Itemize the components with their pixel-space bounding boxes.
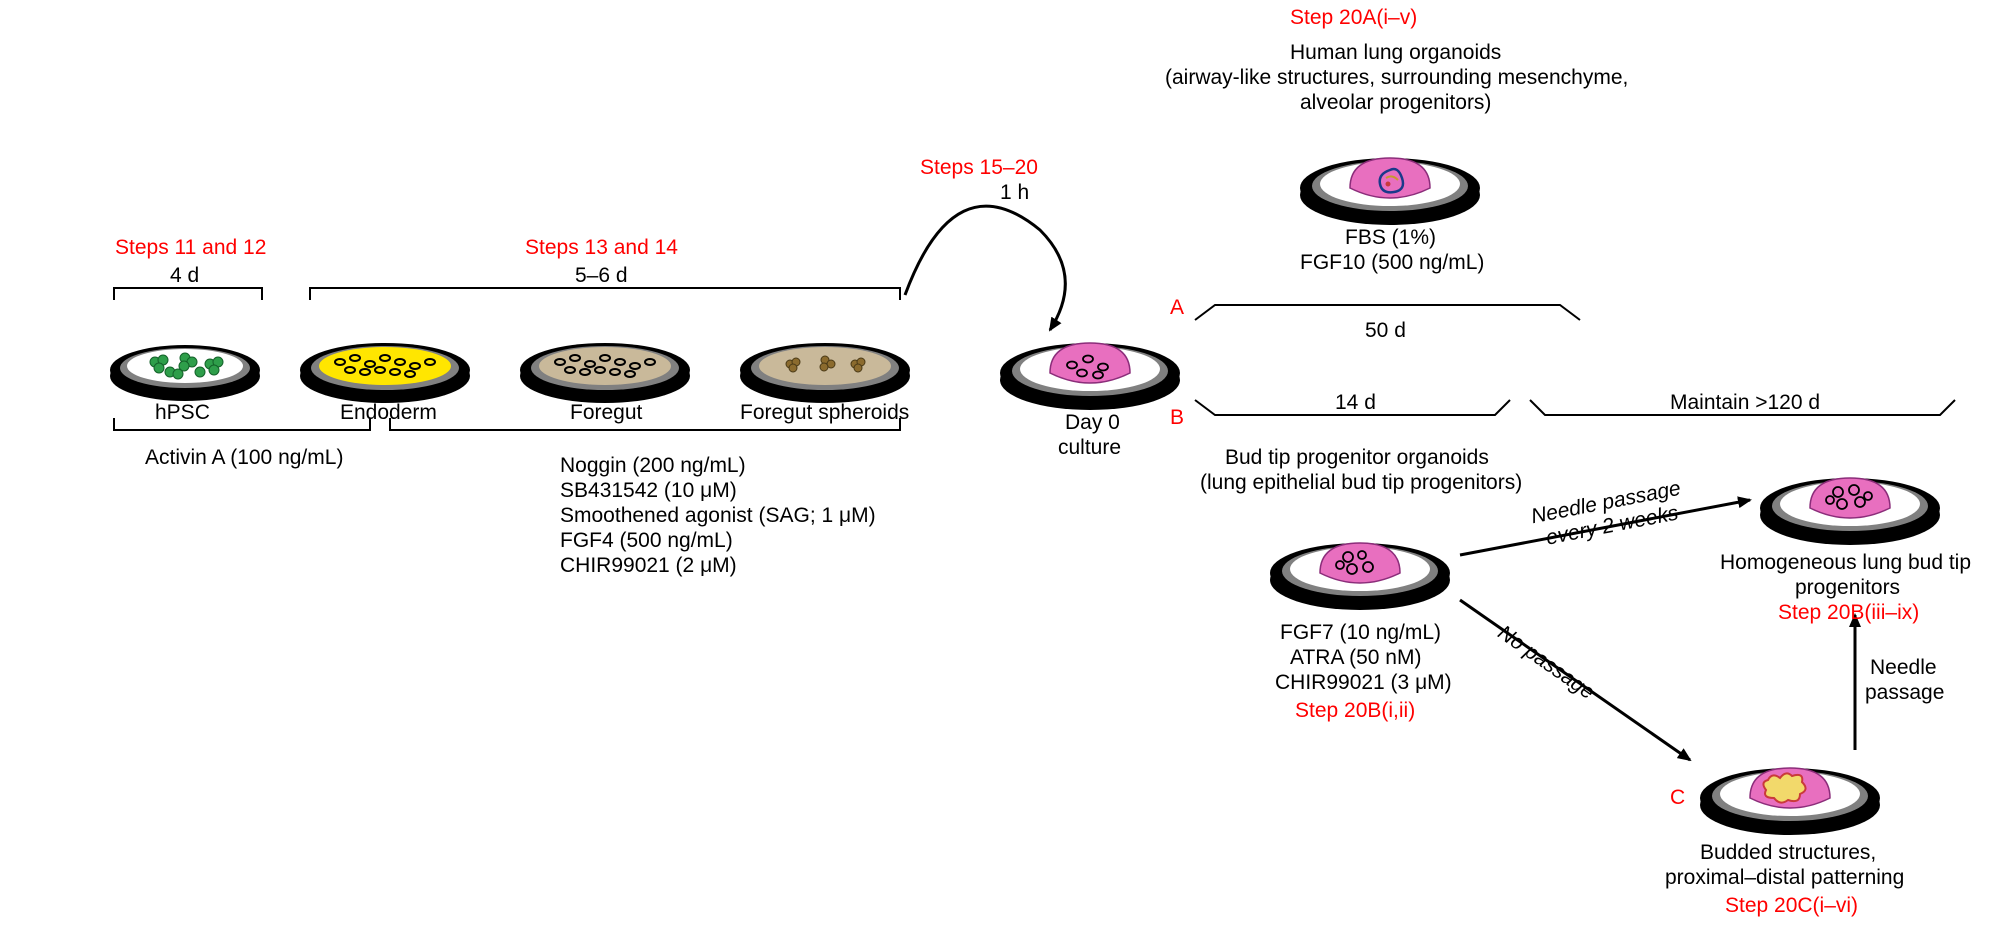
activinA-label: Activin A (100 ng/mL) — [145, 445, 343, 470]
hlo-line2: (airway-like structures, surrounding mes… — [1165, 65, 1628, 90]
foregut-caption: Foregut — [570, 400, 642, 425]
d14-label: 14 d — [1335, 390, 1376, 415]
d4-label: 4 d — [170, 263, 199, 288]
steps1520-label: Steps 15–20 — [920, 155, 1038, 180]
step20C-label: Step 20C(i–vi) — [1725, 893, 1858, 918]
endoderm-caption: Endoderm — [340, 400, 437, 425]
branch-A: A — [1170, 295, 1184, 320]
step20B12-label: Step 20B(i,ii) — [1295, 698, 1415, 723]
fgf7-label: FGF7 (10 ng/mL) — [1280, 620, 1441, 645]
branch-B: B — [1170, 405, 1184, 430]
budded-1: Budded structures, — [1700, 840, 1876, 865]
maintain120-label: Maintain >120 d — [1670, 390, 1820, 415]
foregutSpheroids-caption: Foregut spheroids — [740, 400, 909, 425]
day0-2: culture — [1058, 435, 1121, 460]
day0-1: Day 0 — [1065, 410, 1120, 435]
btp-line1: Bud tip progenitor organoids — [1225, 445, 1489, 470]
d56-label: 5–6 d — [575, 263, 628, 288]
fbs-label: FBS (1%) — [1345, 225, 1436, 250]
noggin-label: Noggin (200 ng/mL) — [560, 453, 746, 478]
needlePassage-2: passage — [1865, 680, 1944, 705]
homog-2: progenitors — [1795, 575, 1900, 600]
sb-label: SB431542 (10 μM) — [560, 478, 737, 503]
sag-label: Smoothened agonist (SAG; 1 μM) — [560, 503, 876, 528]
chir2-label: CHIR99021 (2 μM) — [560, 553, 737, 578]
oneh-label: 1 h — [1000, 180, 1029, 205]
hpsc-caption: hPSC — [155, 400, 210, 425]
hlo-line3: alveolar progenitors) — [1300, 90, 1491, 115]
branch-C: C — [1670, 785, 1685, 810]
chir3-label: CHIR99021 (3 μM) — [1275, 670, 1452, 695]
steps1314-label: Steps 13 and 14 — [525, 235, 678, 260]
needlePassage-1: Needle — [1870, 655, 1937, 680]
d50-label: 50 d — [1365, 318, 1406, 343]
btp-line2: (lung epithelial bud tip progenitors) — [1200, 470, 1522, 495]
atra-label: ATRA (50 nM) — [1290, 645, 1421, 670]
hlo-line1: Human lung organoids — [1290, 40, 1501, 65]
step20A-header: Step 20A(i–v) — [1290, 5, 1417, 30]
steps1112-label: Steps 11 and 12 — [115, 235, 266, 260]
step20B39-label: Step 20B(iii–ix) — [1778, 600, 1919, 625]
fgf4-label: FGF4 (500 ng/mL) — [560, 528, 733, 553]
homog-1: Homogeneous lung bud tip — [1720, 550, 1971, 575]
budded-2: proximal–distal patterning — [1665, 865, 1904, 890]
fgf10-label: FGF10 (500 ng/mL) — [1300, 250, 1484, 275]
